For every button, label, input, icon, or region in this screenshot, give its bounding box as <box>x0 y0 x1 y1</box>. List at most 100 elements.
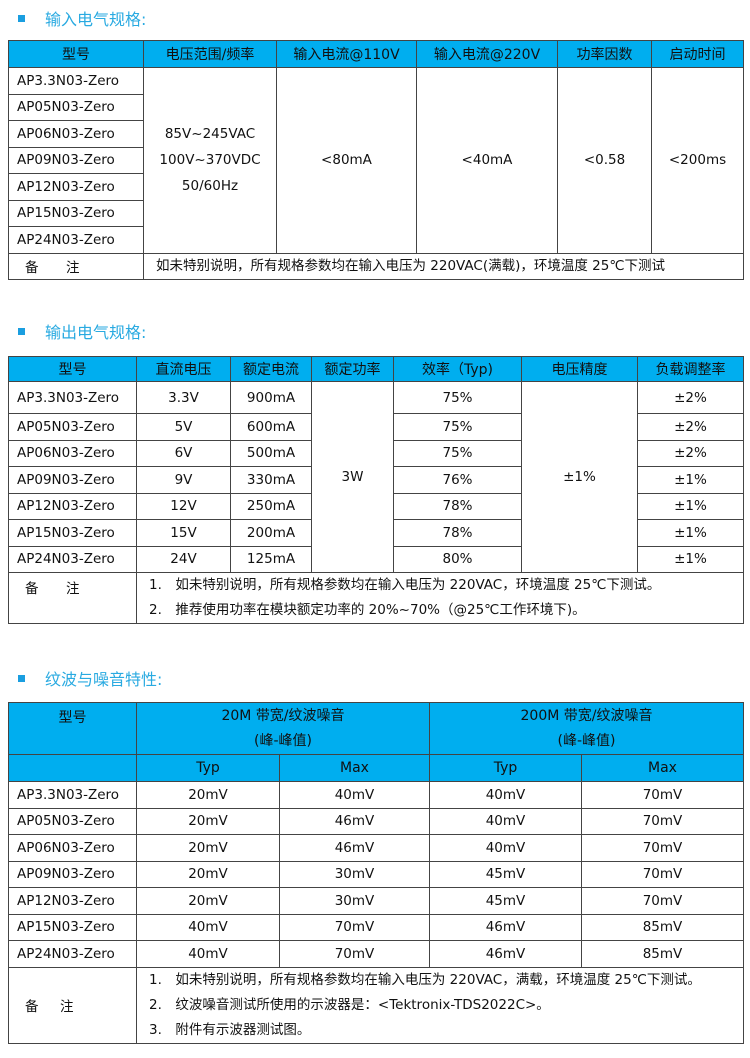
model-cell: AP06N03-Zero <box>8 834 137 862</box>
bullet-square-icon <box>18 327 25 335</box>
ripple-value-cell: 45mV <box>429 887 582 915</box>
note-item: 3. 附件有示波器测试图。 <box>149 1021 311 1038</box>
dc-voltage-cell: 6V <box>136 439 231 467</box>
table-row: AP06N03-Zero <box>8 120 744 148</box>
rated-current-cell: 600mA <box>230 413 312 441</box>
rated-current-cell: 125mA <box>230 545 312 573</box>
dc-voltage-cell: 24V <box>136 545 231 573</box>
ripple-value-cell: 30mV <box>279 860 430 888</box>
ripple-value-cell: 70mV <box>279 913 430 941</box>
efficiency-cell: 78% <box>393 519 522 547</box>
ripple-value-cell: 70mV <box>581 834 744 862</box>
ripple-value-cell: 40mV <box>136 940 280 968</box>
table-row: AP12N03-Zero 20mV 30mV 45mV 70mV <box>8 887 744 915</box>
note-label: 备注 <box>8 966 137 1044</box>
group-header-line: (峰-峰值) <box>557 732 616 749</box>
table-row: AP3.3N03-Zero 85V~245VAC 100V~370VDC 50/60H… <box>8 67 744 254</box>
model-cell: AP09N03-Zero <box>8 466 137 494</box>
model-cell: AP12N03-Zero <box>8 492 137 520</box>
power-factor-cell: <0.58 <box>557 67 652 254</box>
table-row: AP06N03-Zero 20mV 46mV 40mV 70mV <box>8 834 744 862</box>
sub-header: Max <box>279 754 430 782</box>
column-header: 功率因数 <box>557 40 652 68</box>
ripple-value-cell: 46mV <box>279 834 430 862</box>
rated-current-cell: 500mA <box>230 439 312 467</box>
load-regulation-cell: ±1% <box>637 545 744 573</box>
sub-header: Max <box>581 754 744 782</box>
subheader-row: Typ Max Typ Max <box>8 754 744 782</box>
header-row: 型号 直流电压 额定电流 额定功率 效率（Typ) 电压精度 负载调整率 <box>8 356 744 382</box>
group-header-line: 200M 带宽/纹波噪音 <box>520 707 653 724</box>
notes-cell: 1. 如未特别说明，所有规格参数均在输入电压为 220VAC，满载，环境温度 2… <box>136 966 744 1044</box>
table-row: AP15N03-Zero 15V 200mA 78% ±1% <box>8 519 744 547</box>
ripple-value-cell: 85mV <box>581 913 744 941</box>
notes-cell: 如未特别说明，所有规格参数均在输入电压为 220VAC(满载)，环境温度 25℃… <box>143 252 744 280</box>
table-row: AP24N03-Zero <box>8 226 744 254</box>
notes-row: 备注如未特别说明，所有规格参数均在输入电压为 220VAC(满载)，环境温度 2… <box>8 252 744 280</box>
ripple-value-cell: 70mV <box>581 807 744 835</box>
ripple-noise-table: 型号 20M 带宽/纹波噪音 (峰-峰值) 200M 带宽/纹波噪音 (峰-峰值) Typ… <box>8 702 744 1044</box>
ripple-value-cell: 70mV <box>581 781 744 809</box>
model-cell: AP06N03-Zero <box>8 120 144 148</box>
model-cell: AP24N03-Zero <box>8 940 137 968</box>
column-header: 型号 <box>8 702 137 755</box>
rated-power-cell: 3W <box>311 381 394 573</box>
ripple-value-cell: 40mV <box>429 781 582 809</box>
rated-current-cell: 900mA <box>230 381 312 414</box>
section-title-text: 输出电气规格: <box>45 323 147 342</box>
table-row: AP15N03-Zero 40mV 70mV 46mV 85mV <box>8 913 744 941</box>
ripple-value-cell: 20mV <box>136 887 280 915</box>
column-header: 电压精度 <box>521 356 638 382</box>
load-regulation-cell: ±1% <box>637 466 744 494</box>
voltage-range-cell: 85V~245VAC 100V~370VDC 50/60Hz <box>143 67 277 254</box>
table-row: AP09N03-Zero <box>8 146 744 174</box>
ripple-value-cell: 20mV <box>136 807 280 835</box>
ripple-value-cell: 20mV <box>136 834 280 862</box>
load-regulation-cell: ±1% <box>637 492 744 520</box>
voltage-line: 100V~370VDC <box>159 152 261 169</box>
model-cell: AP15N03-Zero <box>8 199 144 227</box>
ripple-value-cell: 20mV <box>136 860 280 888</box>
input-spec-table: 型号 电压范围/频率 输入电流@110V 输入电流@220V 功率因数 启动时间 AP3.3… <box>8 40 744 280</box>
table-row: AP06N03-Zero 6V 500mA 75% ±2% <box>8 439 744 467</box>
table-row: AP15N03-Zero <box>8 199 744 227</box>
column-header: 电压范围/频率 <box>143 40 277 68</box>
ripple-value-cell: 70mV <box>279 940 430 968</box>
group-header-line: (峰-峰值) <box>254 732 312 749</box>
table-row: AP3.3N03-Zero 20mV 40mV 40mV 70mV <box>8 781 744 809</box>
ripple-value-cell: 46mV <box>429 940 582 968</box>
current-110v-cell: <80mA <box>276 67 417 254</box>
model-cell: AP24N03-Zero <box>8 226 144 254</box>
note-label-char: 备 <box>25 260 39 276</box>
efficiency-cell: 75% <box>393 413 522 441</box>
ripple-value-cell: 45mV <box>429 860 582 888</box>
dc-voltage-cell: 15V <box>136 519 231 547</box>
bullet-square-icon <box>18 674 25 682</box>
note-label-char: 备 <box>25 999 39 1015</box>
ripple-value-cell: 46mV <box>279 807 430 835</box>
model-cell: AP09N03-Zero <box>8 860 137 888</box>
load-regulation-cell: ±2% <box>637 381 744 414</box>
table-row: AP12N03-Zero <box>8 173 744 201</box>
efficiency-cell: 76% <box>393 466 522 494</box>
note-label-char: 注 <box>60 999 74 1015</box>
model-cell: AP3.3N03-Zero <box>8 781 137 809</box>
model-cell: AP06N03-Zero <box>8 439 137 467</box>
output-spec-table: 型号 直流电压 额定电流 额定功率 效率（Typ) 电压精度 负载调整率 AP3.3N03-Z… <box>8 356 744 624</box>
section-title-text: 纹波与噪音特性: <box>45 670 163 689</box>
notes-row: 备注 1. 如未特别说明，所有规格参数均在输入电压为 220VAC，环境温度 25… <box>8 572 744 624</box>
column-header: 输入电流@110V <box>276 40 417 68</box>
note-label: 备注 <box>8 572 137 624</box>
column-header: 启动时间 <box>651 40 744 68</box>
efficiency-cell: 75% <box>393 439 522 467</box>
column-header: 直流电压 <box>136 356 231 382</box>
model-cell: AP05N03-Zero <box>8 413 137 441</box>
ripple-value-cell: 40mV <box>429 807 582 835</box>
dc-voltage-cell: 5V <box>136 413 231 441</box>
voltage-accuracy-cell: ±1% <box>521 381 638 573</box>
model-cell: AP12N03-Zero <box>8 173 144 201</box>
table-row: AP09N03-Zero 9V 330mA 76% ±1% <box>8 466 744 494</box>
rated-current-cell: 250mA <box>230 492 312 520</box>
column-header: 型号 <box>8 356 137 382</box>
startup-time-cell: <200ms <box>651 67 744 254</box>
